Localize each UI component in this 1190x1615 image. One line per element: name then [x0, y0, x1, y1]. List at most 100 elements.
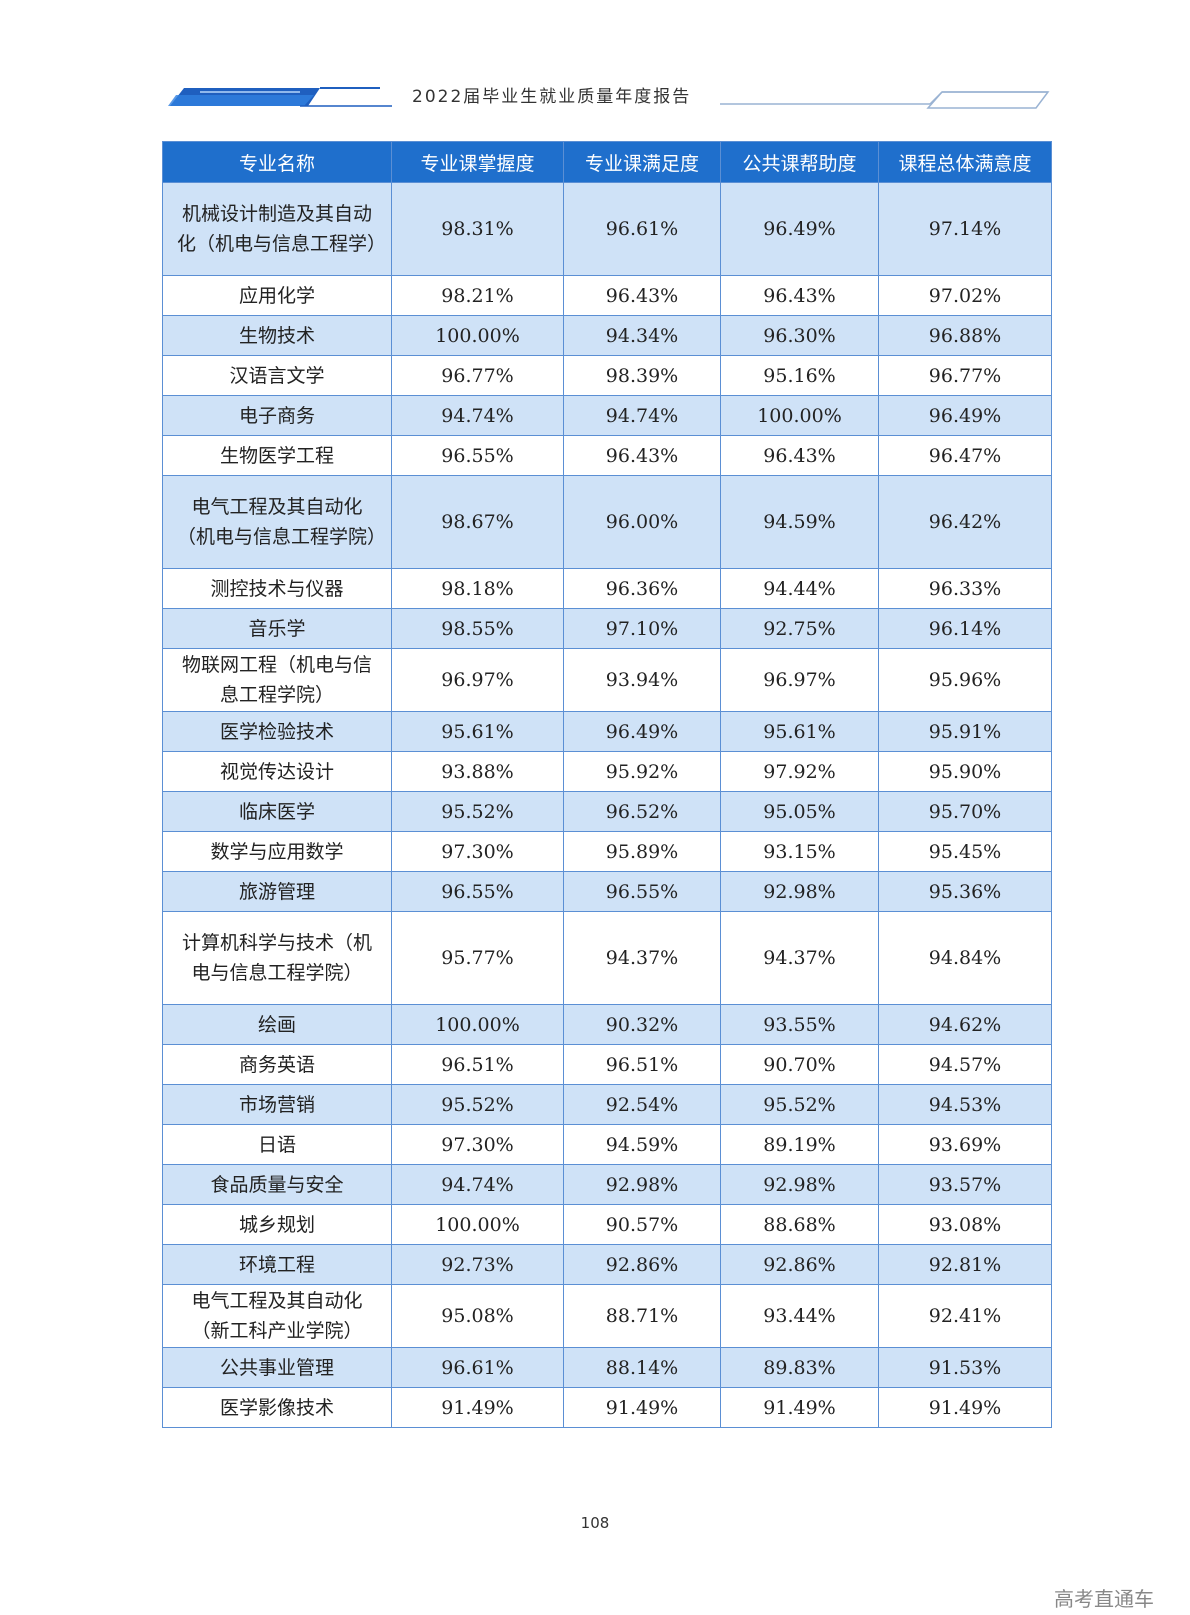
- value-cell: 96.43%: [720, 435, 879, 476]
- major-name-cell: 电气工程及其自动化（新工科产业学院）: [162, 1284, 392, 1348]
- value-cell: 93.08%: [878, 1204, 1052, 1245]
- value-cell: 94.59%: [563, 1124, 721, 1165]
- value-cell: 92.54%: [563, 1084, 721, 1125]
- major-name-cell: 计算机科学与技术（机电与信息工程学院）: [162, 911, 392, 1005]
- table-row: 城乡规划 100.00% 90.57% 88.68% 93.08%: [162, 1204, 1052, 1245]
- major-name-cell: 视觉传达设计: [162, 751, 392, 792]
- value-cell: 96.55%: [391, 435, 564, 476]
- value-cell: 93.88%: [391, 751, 564, 792]
- table-row: 测控技术与仪器 98.18% 96.36% 94.44% 96.33%: [162, 568, 1052, 609]
- value-cell: 95.36%: [878, 871, 1052, 912]
- major-name-cell: 临床医学: [162, 791, 392, 832]
- major-name-cell: 生物技术: [162, 315, 392, 356]
- major-name-cell: 生物医学工程: [162, 435, 392, 476]
- header-banner-graphic: [168, 87, 1050, 109]
- value-cell: 92.41%: [878, 1284, 1052, 1348]
- table-row: 计算机科学与技术（机电与信息工程学院） 95.77% 94.37% 94.37% 94.…: [162, 911, 1052, 1005]
- value-cell: 93.44%: [720, 1284, 879, 1348]
- value-cell: 96.43%: [563, 435, 721, 476]
- value-cell: 96.43%: [563, 275, 721, 316]
- table-row: 医学影像技术 91.49% 91.49% 91.49% 91.49%: [162, 1387, 1052, 1428]
- column-header: 专业课掌握度: [391, 141, 564, 183]
- value-cell: 96.33%: [878, 568, 1052, 609]
- value-cell: 90.57%: [563, 1204, 721, 1245]
- table-row: 公共事业管理 96.61% 88.14% 89.83% 91.53%: [162, 1347, 1052, 1388]
- column-header: 专业课满足度: [563, 141, 721, 183]
- table-row: 电气工程及其自动化（机电与信息工程学院） 98.67% 96.00% 94.59% 96…: [162, 475, 1052, 569]
- value-cell: 93.94%: [563, 648, 721, 712]
- major-name-cell: 环境工程: [162, 1244, 392, 1285]
- value-cell: 96.77%: [391, 355, 564, 396]
- value-cell: 94.44%: [720, 568, 879, 609]
- value-cell: 94.57%: [878, 1044, 1052, 1085]
- value-cell: 95.45%: [878, 831, 1052, 872]
- table-row: 医学检验技术 95.61% 96.49% 95.61% 95.91%: [162, 711, 1052, 752]
- value-cell: 88.14%: [563, 1347, 721, 1388]
- value-cell: 92.73%: [391, 1244, 564, 1285]
- value-cell: 91.49%: [563, 1387, 721, 1428]
- value-cell: 100.00%: [391, 1004, 564, 1045]
- course-satisfaction-table: 专业名称 专业课掌握度 专业课满足度 公共课帮助度 课程总体满意度 机械设计制造…: [162, 141, 1052, 1428]
- table-row: 机械设计制造及其自动化（机电与信息工程学） 98.31% 96.61% 96.49% 9…: [162, 182, 1052, 276]
- table-row: 环境工程 92.73% 92.86% 92.86% 92.81%: [162, 1244, 1052, 1285]
- value-cell: 94.74%: [563, 395, 721, 436]
- value-cell: 95.90%: [878, 751, 1052, 792]
- value-cell: 92.86%: [720, 1244, 879, 1285]
- value-cell: 93.57%: [878, 1164, 1052, 1205]
- major-name-cell: 汉语言文学: [162, 355, 392, 396]
- value-cell: 95.89%: [563, 831, 721, 872]
- value-cell: 97.92%: [720, 751, 879, 792]
- value-cell: 95.77%: [391, 911, 564, 1005]
- value-cell: 94.37%: [563, 911, 721, 1005]
- value-cell: 95.16%: [720, 355, 879, 396]
- major-name-cell: 医学影像技术: [162, 1387, 392, 1428]
- value-cell: 92.98%: [563, 1164, 721, 1205]
- value-cell: 90.32%: [563, 1004, 721, 1045]
- value-cell: 95.05%: [720, 791, 879, 832]
- value-cell: 93.15%: [720, 831, 879, 872]
- value-cell: 96.49%: [720, 182, 879, 276]
- value-cell: 100.00%: [391, 1204, 564, 1245]
- value-cell: 98.39%: [563, 355, 721, 396]
- value-cell: 96.47%: [878, 435, 1052, 476]
- value-cell: 94.59%: [720, 475, 879, 569]
- value-cell: 95.61%: [391, 711, 564, 752]
- value-cell: 96.00%: [563, 475, 721, 569]
- table-row: 生物技术 100.00% 94.34% 96.30% 96.88%: [162, 315, 1052, 356]
- table-row: 旅游管理 96.55% 96.55% 92.98% 95.36%: [162, 871, 1052, 912]
- value-cell: 96.51%: [563, 1044, 721, 1085]
- value-cell: 95.92%: [563, 751, 721, 792]
- value-cell: 96.77%: [878, 355, 1052, 396]
- value-cell: 89.83%: [720, 1347, 879, 1388]
- value-cell: 98.21%: [391, 275, 564, 316]
- column-header: 专业名称: [162, 141, 392, 183]
- table-row: 绘画 100.00% 90.32% 93.55% 94.62%: [162, 1004, 1052, 1045]
- value-cell: 89.19%: [720, 1124, 879, 1165]
- value-cell: 88.68%: [720, 1204, 879, 1245]
- table-row: 市场营销 95.52% 92.54% 95.52% 94.53%: [162, 1084, 1052, 1125]
- major-name-cell: 测控技术与仪器: [162, 568, 392, 609]
- value-cell: 92.86%: [563, 1244, 721, 1285]
- value-cell: 95.70%: [878, 791, 1052, 832]
- table-row: 应用化学 98.21% 96.43% 96.43% 97.02%: [162, 275, 1052, 316]
- major-name-cell: 市场营销: [162, 1084, 392, 1125]
- value-cell: 94.74%: [391, 1164, 564, 1205]
- value-cell: 91.49%: [878, 1387, 1052, 1428]
- value-cell: 96.43%: [720, 275, 879, 316]
- column-header: 课程总体满意度: [878, 141, 1052, 183]
- major-name-cell: 食品质量与安全: [162, 1164, 392, 1205]
- major-name-cell: 应用化学: [162, 275, 392, 316]
- value-cell: 96.49%: [563, 711, 721, 752]
- value-cell: 96.30%: [720, 315, 879, 356]
- major-name-cell: 商务英语: [162, 1044, 392, 1085]
- value-cell: 98.18%: [391, 568, 564, 609]
- value-cell: 94.84%: [878, 911, 1052, 1005]
- major-name-cell: 公共事业管理: [162, 1347, 392, 1388]
- table-row: 生物医学工程 96.55% 96.43% 96.43% 96.47%: [162, 435, 1052, 476]
- major-name-cell: 城乡规划: [162, 1204, 392, 1245]
- value-cell: 94.37%: [720, 911, 879, 1005]
- value-cell: 95.52%: [391, 791, 564, 832]
- value-cell: 93.69%: [878, 1124, 1052, 1165]
- report-title: 2022届毕业生就业质量年度报告: [412, 87, 692, 107]
- value-cell: 90.70%: [720, 1044, 879, 1085]
